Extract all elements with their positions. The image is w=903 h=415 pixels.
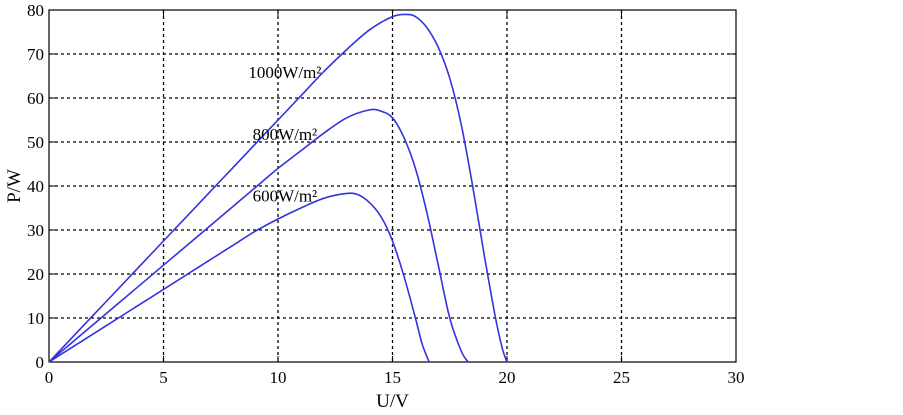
x-tick-label: 25 <box>613 368 630 387</box>
y-tick-label: 20 <box>27 265 44 284</box>
y-tick-label: 10 <box>27 309 44 328</box>
series-line-3 <box>48 192 430 363</box>
x-axis-title: U/V <box>376 391 409 410</box>
y-tick-label: 60 <box>27 89 44 108</box>
y-tick-label: 0 <box>36 353 45 372</box>
x-tick-label: 10 <box>270 368 287 387</box>
y-tick-label: 70 <box>27 45 44 64</box>
x-tick-label: 15 <box>384 368 401 387</box>
y-tick-label: 50 <box>27 133 44 152</box>
series-line-1 <box>48 13 508 363</box>
x-tick-label: 0 <box>45 368 54 387</box>
series-label-3: 600W/m² <box>253 186 318 205</box>
series-label-1: 1000W/m² <box>248 63 321 82</box>
y-tick-label: 40 <box>27 177 44 196</box>
y-axis-title: P/W <box>4 169 25 203</box>
y-tick-label: 30 <box>27 221 44 240</box>
series-line-2 <box>48 108 469 363</box>
x-tick-label: 5 <box>159 368 168 387</box>
x-tick-label: 20 <box>499 368 516 387</box>
x-tick-label: 30 <box>728 368 745 387</box>
y-tick-label: 80 <box>27 1 44 20</box>
series-label-2: 800W/m² <box>253 125 318 144</box>
